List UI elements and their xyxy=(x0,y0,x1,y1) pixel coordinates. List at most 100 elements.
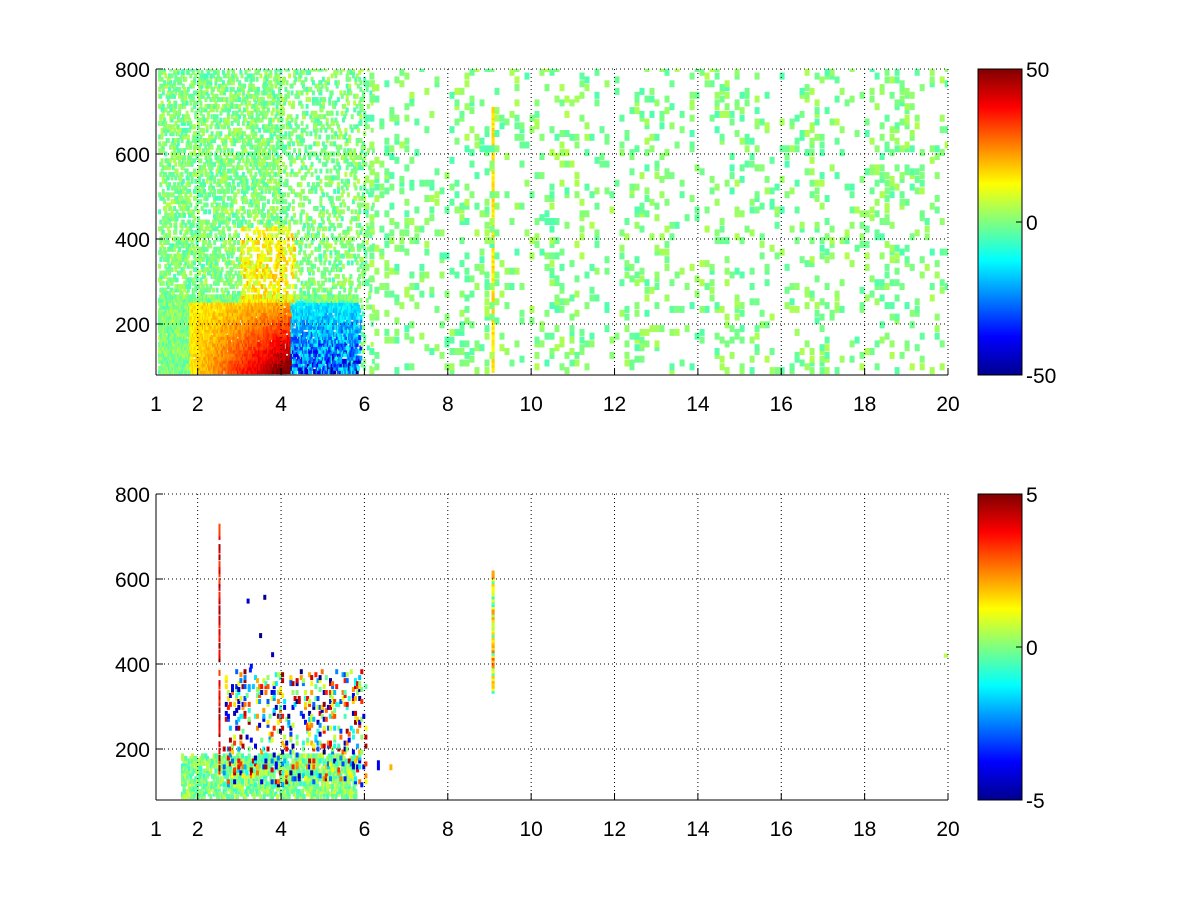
heatmap-cell xyxy=(225,307,229,313)
heatmap-cell xyxy=(253,246,257,252)
heatmap-cell xyxy=(269,290,273,296)
heatmap-cell xyxy=(228,216,232,222)
heatmap-cell xyxy=(190,352,194,358)
heatmap-cell xyxy=(254,287,258,293)
heatmap-cell xyxy=(190,107,194,113)
heatmap-cell xyxy=(256,86,260,92)
heatmap-cell xyxy=(179,229,183,235)
heatmap-cell xyxy=(198,236,202,242)
heatmap-cell xyxy=(180,321,184,327)
heatmap-cell xyxy=(278,277,282,283)
heatmap-cell xyxy=(230,148,234,154)
heatmap-cell xyxy=(194,178,198,184)
heatmap-cell xyxy=(168,76,172,82)
heatmap-cell xyxy=(241,226,245,232)
heatmap-cell xyxy=(269,117,273,123)
heatmap-cell xyxy=(203,273,207,279)
heatmap-cell xyxy=(173,107,177,113)
heatmap-cell xyxy=(214,134,218,140)
heatmap-cell xyxy=(246,246,250,252)
heatmap-cell xyxy=(243,114,247,120)
heatmap-cell xyxy=(191,209,195,215)
heatmap-cell xyxy=(161,273,165,279)
heatmap-cell xyxy=(291,321,295,327)
heatmap-cell xyxy=(283,311,287,317)
heatmap-cell xyxy=(193,307,197,313)
heatmap-cell xyxy=(201,114,205,120)
heatmap-cell xyxy=(171,212,175,218)
heatmap-cell xyxy=(296,321,300,327)
heatmap-cell xyxy=(266,240,270,245)
heatmap-cell xyxy=(225,86,229,92)
heatmap-cell xyxy=(256,206,260,211)
heatmap-cell xyxy=(263,182,267,188)
heatmap-cell xyxy=(174,226,178,232)
heatmap-cell xyxy=(273,93,277,99)
heatmap-cell xyxy=(158,86,162,92)
heatmap-cell xyxy=(303,195,307,201)
heatmap-cell xyxy=(168,290,172,296)
heatmap-cell xyxy=(219,195,223,201)
heatmap-cell xyxy=(210,144,214,150)
heatmap-cell xyxy=(210,103,214,109)
heatmap-cell xyxy=(183,158,187,164)
heatmap-cell xyxy=(299,297,303,303)
heatmap-cell xyxy=(158,73,162,79)
heatmap-cell xyxy=(159,246,163,252)
heatmap-cell xyxy=(195,155,199,160)
heatmap-cell xyxy=(168,338,172,344)
heatmap-cell xyxy=(279,138,283,143)
heatmap-cell xyxy=(193,216,197,222)
heatmap-cell xyxy=(224,171,228,177)
heatmap-cell xyxy=(283,100,287,106)
heatmap-cell xyxy=(231,168,235,174)
heatmap-cell xyxy=(296,124,300,130)
heatmap-cell xyxy=(265,100,269,106)
heatmap-cell xyxy=(253,175,257,181)
heatmap-cell xyxy=(300,280,304,286)
heatmap-cell xyxy=(243,263,247,269)
heatmap-cell xyxy=(226,185,230,191)
heatmap-cell xyxy=(180,290,184,296)
heatmap-cell xyxy=(204,287,208,293)
heatmap-cell xyxy=(301,355,305,361)
heatmap-cell xyxy=(159,240,163,245)
heatmap-cell xyxy=(234,270,238,276)
heatmap-cell xyxy=(276,144,280,150)
heatmap-cell xyxy=(251,267,255,273)
heatmap-cell xyxy=(223,73,227,79)
heatmap-cell xyxy=(223,345,227,351)
heatmap-cell xyxy=(239,131,243,137)
heatmap-cell xyxy=(161,103,165,109)
heatmap-cell xyxy=(280,328,284,334)
heatmap-cell xyxy=(214,100,218,106)
heatmap-cell xyxy=(173,127,177,133)
heatmap-cell xyxy=(229,270,233,276)
heatmap-cell xyxy=(163,127,167,133)
heatmap-cell xyxy=(173,158,177,164)
heatmap-cell xyxy=(234,280,238,286)
heatmap-cell xyxy=(195,277,199,283)
heatmap-cell xyxy=(304,365,308,371)
heatmap-cell xyxy=(246,124,250,130)
heatmap-cell xyxy=(249,73,253,79)
heatmap-cell xyxy=(268,219,272,225)
heatmap-cell xyxy=(179,175,183,181)
heatmap-cell xyxy=(281,341,285,347)
heatmap-cell xyxy=(225,270,229,276)
heatmap-cell xyxy=(173,93,177,99)
heatmap-cell xyxy=(263,110,267,116)
heatmap-cell xyxy=(168,165,172,171)
heatmap-cell xyxy=(236,182,240,188)
heatmap-cell xyxy=(196,107,200,113)
heatmap-cell xyxy=(206,148,210,154)
heatmap-cell xyxy=(189,120,193,126)
heatmap-cell xyxy=(279,345,283,351)
heatmap-cell xyxy=(224,273,228,279)
heatmap-cell xyxy=(223,165,227,171)
heatmap-cell xyxy=(265,219,269,225)
heatmap-cell xyxy=(261,341,265,347)
heatmap-cell xyxy=(204,97,208,103)
heatmap-cell xyxy=(271,161,275,167)
heatmap-cell xyxy=(301,284,305,290)
